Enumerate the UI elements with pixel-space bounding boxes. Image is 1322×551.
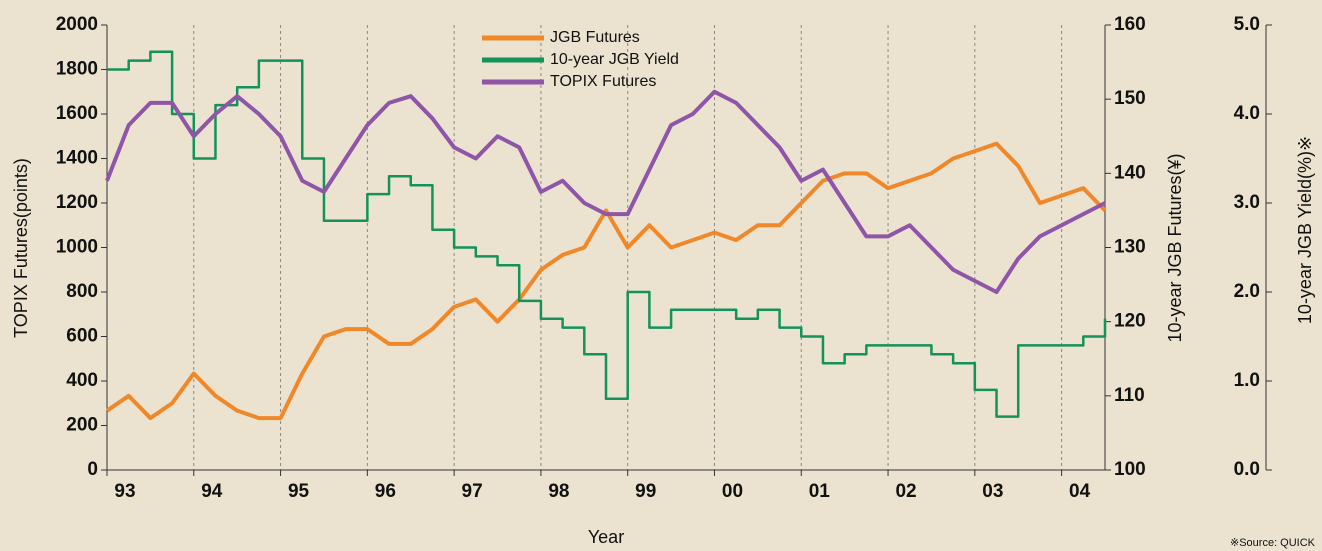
y3-tick-label: 2.0 xyxy=(1234,281,1260,302)
y-tick-label: 400 xyxy=(66,370,98,391)
x-axis-title: Year xyxy=(588,527,624,547)
y-tick-label: 0 xyxy=(87,459,98,480)
y2-tick-label: 110 xyxy=(1114,385,1145,406)
y3-tick-label: 0.0 xyxy=(1234,459,1260,480)
series-line xyxy=(107,50,1107,418)
y-tick-label: 200 xyxy=(66,415,98,436)
source-note: ※Source: QUICK xyxy=(1230,537,1316,549)
legend-label: 10-year JGB Yield xyxy=(550,51,679,68)
y2-axis-title: 10-year JGB Futures(¥) xyxy=(1165,153,1185,342)
y3-tick-label: 1.0 xyxy=(1234,370,1260,391)
y-tick-label: 1600 xyxy=(56,103,98,124)
x-tick-label: 01 xyxy=(809,481,831,502)
y2-tick-label: 100 xyxy=(1114,459,1146,480)
y2-tick-label: 160 xyxy=(1114,14,1146,35)
x-tick-label: 93 xyxy=(114,481,135,502)
x-tick-label: 99 xyxy=(635,481,656,502)
x-tick-label: 03 xyxy=(982,481,1003,502)
x-tick-label: 97 xyxy=(462,481,483,502)
y3-axis-title: 10-year JGB Yield(%)※ xyxy=(1295,136,1315,324)
legend-label: TOPIX Futures xyxy=(550,73,656,90)
y2-tick-label: 150 xyxy=(1114,88,1146,109)
y3-tick-label: 4.0 xyxy=(1234,103,1260,124)
y-tick-label: 600 xyxy=(66,326,98,347)
y-tick-label: 800 xyxy=(66,281,98,302)
y2-tick-label: 140 xyxy=(1114,162,1146,183)
x-tick-label: 98 xyxy=(548,481,569,502)
x-tick-label: 95 xyxy=(288,481,310,502)
series-line xyxy=(105,141,1107,421)
legend-label: JGB Futures xyxy=(550,29,640,46)
y-tick-label: 1200 xyxy=(56,192,98,213)
y2-tick-label: 130 xyxy=(1114,237,1146,258)
x-tick-label: 94 xyxy=(201,481,223,502)
y-tick-label: 1400 xyxy=(56,148,98,169)
y3-tick-label: 3.0 xyxy=(1234,192,1260,213)
x-tick-label: 96 xyxy=(375,481,396,502)
x-tick-label: 02 xyxy=(895,481,916,502)
y-axis-title: TOPIX Futures(points) xyxy=(11,158,31,338)
series-line xyxy=(105,89,1106,294)
x-tick-label: 04 xyxy=(1069,481,1091,502)
y-tick-label: 2000 xyxy=(56,14,98,35)
x-tick-label: 00 xyxy=(722,481,743,502)
y3-tick-label: 5.0 xyxy=(1234,14,1260,35)
y-tick-label: 1000 xyxy=(56,237,98,258)
y-tick-label: 1800 xyxy=(56,59,98,80)
y2-tick-label: 120 xyxy=(1114,311,1146,332)
